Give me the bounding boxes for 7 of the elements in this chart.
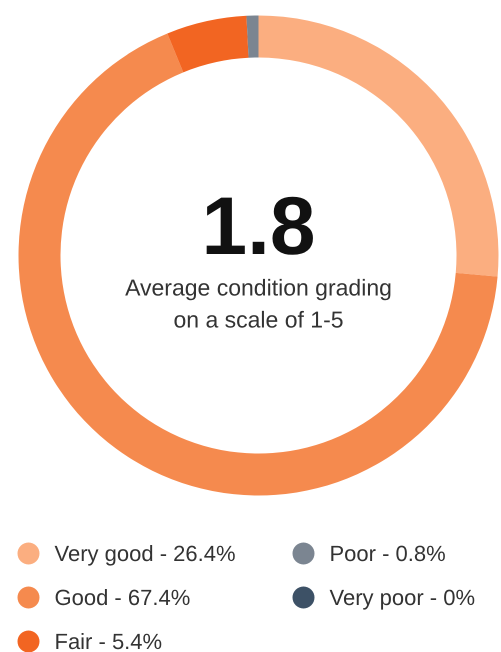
- legend-label: Fair - 5.4%: [54, 629, 162, 652]
- text: Average condition grading on a scale of 1-5: [125, 274, 392, 332]
- legend-label: Poor - 0.8%: [330, 541, 446, 566]
- legend-label: Good - 67.4%: [54, 585, 190, 610]
- text: 1.8: [202, 181, 316, 272]
- legend-label: Very poor - 0%: [330, 585, 476, 610]
- legend-label: Very good - 26.4%: [54, 541, 236, 566]
